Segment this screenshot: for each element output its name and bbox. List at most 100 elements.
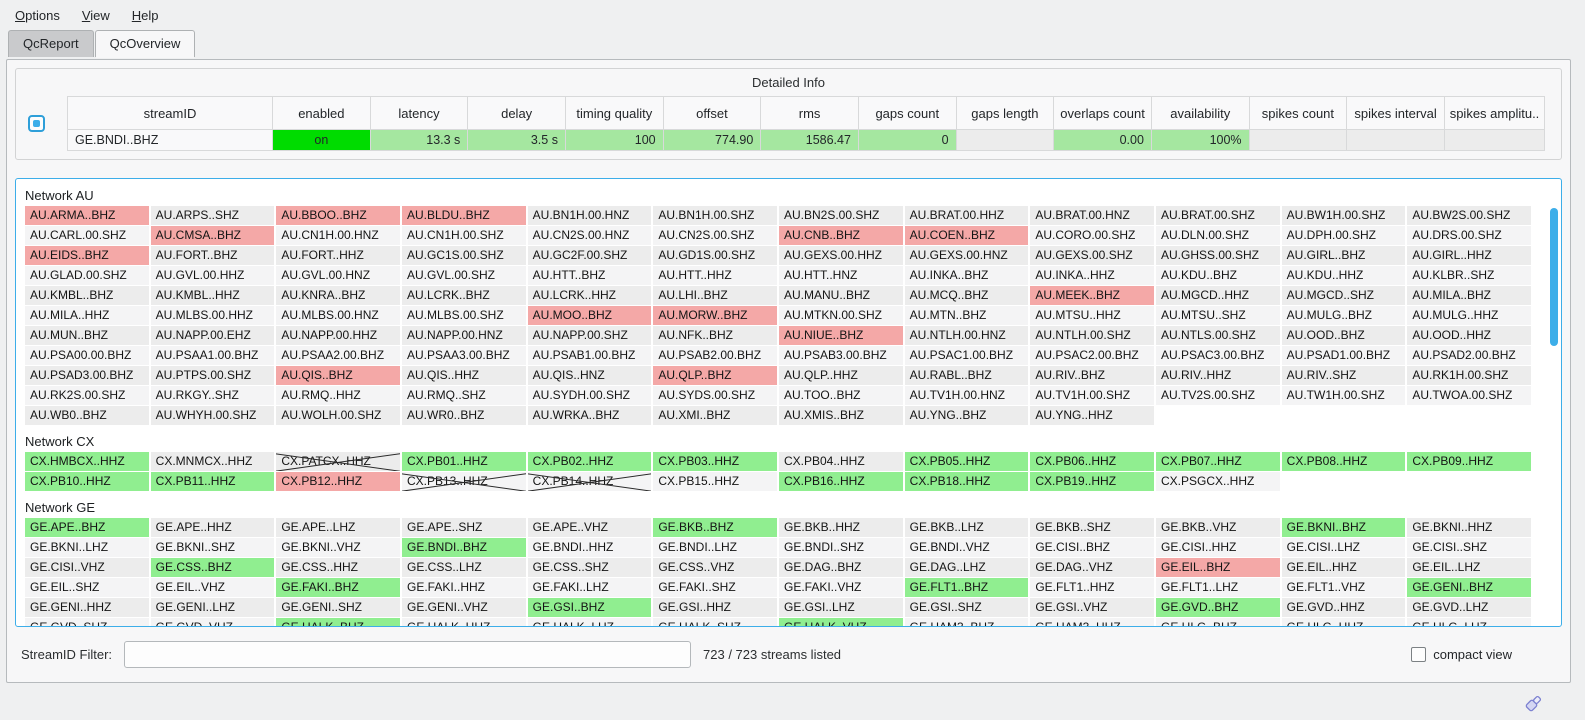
- stream-cell[interactable]: AU.BBOO..BHZ: [276, 206, 400, 225]
- stream-cell[interactable]: GE.EIL..BHZ: [1155, 558, 1280, 577]
- stream-cell[interactable]: AU.GC2F.00.SHZ: [527, 246, 652, 265]
- stream-cell[interactable]: AU.BW2S.00.SHZ: [1407, 206, 1531, 225]
- stream-cell[interactable]: GE.GSI..VHZ: [1030, 598, 1154, 617]
- stream-cell[interactable]: AU.INKA..HHZ: [1030, 266, 1154, 285]
- stream-cell[interactable]: AU.CN2S.00.HNZ: [527, 226, 652, 245]
- stream-cell[interactable]: AU.QLP..BHZ: [653, 366, 777, 385]
- stream-cell[interactable]: GE.GENI..HHZ: [25, 598, 149, 617]
- stream-cell[interactable]: AU.CN2S.00.SHZ: [653, 226, 777, 245]
- stream-cell[interactable]: GE.BKB..VHZ: [1155, 518, 1280, 537]
- stream-cell[interactable]: GE.BNDI..LHZ: [653, 538, 777, 557]
- stream-cell[interactable]: AU.GVL.00.HNZ: [276, 266, 400, 285]
- stream-cell[interactable]: AU.XMI..BHZ: [653, 406, 777, 425]
- stream-cell[interactable]: AU.RIV..SHZ: [1281, 366, 1406, 385]
- stream-cell[interactable]: CX.PB06..HHZ: [1030, 452, 1154, 471]
- stream-cell[interactable]: AU.INKA..BHZ: [904, 266, 1029, 285]
- stream-cell[interactable]: AU.BW1H.00.SHZ: [1281, 206, 1406, 225]
- stream-cell[interactable]: AU.MTSU..SHZ: [1155, 306, 1280, 325]
- stream-cell[interactable]: AU.TV1H.00.SHZ: [1030, 386, 1154, 405]
- stream-cell[interactable]: AU.MOO..BHZ: [527, 306, 652, 325]
- stream-cell[interactable]: GE.CSS..BHZ: [150, 558, 275, 577]
- stream-cell[interactable]: AU.BRAT.00.SHZ: [1155, 206, 1280, 225]
- stream-cell[interactable]: AU.KMBL..HHZ: [150, 286, 275, 305]
- stream-cell[interactable]: AU.LCRK..BHZ: [401, 286, 526, 305]
- stream-cell[interactable]: CX.PB19..HHZ: [1030, 472, 1154, 491]
- stream-cell[interactable]: AU.TV2S.00.SHZ: [1155, 386, 1280, 405]
- stream-cell[interactable]: GE.HALK..SHZ: [653, 618, 777, 626]
- stream-cell[interactable]: AU.RMQ..SHZ: [401, 386, 526, 405]
- stream-cell[interactable]: AU.PSAD2.00.BHZ: [1407, 346, 1531, 365]
- stream-cell[interactable]: GE.BKNI..HHZ: [1407, 518, 1531, 537]
- stream-cell[interactable]: GE.HALK..BHZ: [276, 618, 400, 626]
- stream-cell[interactable]: GE.BKNI..VHZ: [276, 538, 400, 557]
- stream-cell[interactable]: GE.HALK..HHZ: [401, 618, 526, 626]
- stream-cell[interactable]: GE.BKNI..SHZ: [150, 538, 275, 557]
- stream-cell[interactable]: AU.PSAC3.00.BHZ: [1155, 346, 1280, 365]
- stream-cell[interactable]: AU.WHYH.00.SHZ: [150, 406, 275, 425]
- stream-cell[interactable]: AU.MLBS.00.HNZ: [276, 306, 400, 325]
- stream-cell[interactable]: AU.RIV..BHZ: [1030, 366, 1154, 385]
- menu-view[interactable]: View: [81, 7, 110, 23]
- stream-cell[interactable]: GE.GVD..LHZ: [1407, 598, 1531, 617]
- stream-cell[interactable]: GE.APE..HHZ: [150, 518, 275, 537]
- stream-cell[interactable]: AU.NAPP.00.HNZ: [401, 326, 526, 345]
- stream-cell[interactable]: AU.NAPP.00.HHZ: [276, 326, 400, 345]
- stream-cell[interactable]: AU.RIV..HHZ: [1155, 366, 1280, 385]
- stream-cell[interactable]: AU.QIS..HHZ: [401, 366, 526, 385]
- stream-cell[interactable]: AU.YNG..HHZ: [1030, 406, 1154, 425]
- stream-cell[interactable]: GE.CSS..VHZ: [653, 558, 777, 577]
- stream-cell[interactable]: AU.CN1H.00.HNZ: [276, 226, 400, 245]
- menu-options[interactable]: Options: [15, 7, 60, 23]
- stream-cell[interactable]: AU.PSAB2.00.BHZ: [653, 346, 777, 365]
- stream-cell[interactable]: AU.LHI..BHZ: [653, 286, 777, 305]
- stream-cell[interactable]: AU.GVL.00.SHZ: [401, 266, 526, 285]
- stream-cell[interactable]: AU.COEN..BHZ: [904, 226, 1029, 245]
- stream-cell[interactable]: AU.TW1H.00.SHZ: [1281, 386, 1406, 405]
- stream-cell[interactable]: GE.APE..SHZ: [401, 518, 526, 537]
- stream-cell[interactable]: GE.GSI..HHZ: [653, 598, 777, 617]
- stream-cell[interactable]: AU.PSAD3.00.BHZ: [25, 366, 149, 385]
- stream-cell[interactable]: AU.MCQ..BHZ: [904, 286, 1029, 305]
- stream-cell[interactable]: AU.GIRL..HHZ: [1407, 246, 1531, 265]
- stream-cell[interactable]: AU.CNB..BHZ: [778, 226, 903, 245]
- stream-cell[interactable]: GE.EIL..SHZ: [25, 578, 149, 597]
- stream-cell[interactable]: GE.FLT1..HHZ: [1030, 578, 1154, 597]
- stream-cell[interactable]: AU.MULG..BHZ: [1281, 306, 1406, 325]
- stream-cell[interactable]: AU.ARPS..SHZ: [150, 206, 275, 225]
- stream-cell[interactable]: GE.GENI..VHZ: [401, 598, 526, 617]
- stream-cell[interactable]: AU.MTSU..HHZ: [1030, 306, 1154, 325]
- stream-cell[interactable]: AU.BRAT.00.HHZ: [904, 206, 1029, 225]
- stream-cell[interactable]: AU.WR0..BHZ: [401, 406, 526, 425]
- stream-cell[interactable]: AU.BRAT.00.HNZ: [1030, 206, 1154, 225]
- stream-cell[interactable]: GE.CISI..SHZ: [1407, 538, 1531, 557]
- stream-cell[interactable]: GE.CSS..HHZ: [276, 558, 400, 577]
- stream-cell[interactable]: GE.GSI..BHZ: [527, 598, 652, 617]
- stream-cell[interactable]: GE.CISI..VHZ: [25, 558, 149, 577]
- stream-cell[interactable]: AU.MTKN.00.SHZ: [778, 306, 903, 325]
- stream-cell[interactable]: CX.PB05..HHZ: [904, 452, 1029, 471]
- stream-cell[interactable]: AU.CMSA..BHZ: [150, 226, 275, 245]
- stream-cell[interactable]: CX.PB03..HHZ: [653, 452, 777, 471]
- stream-cell[interactable]: AU.PSAB3.00.BHZ: [778, 346, 903, 365]
- stream-cell[interactable]: AU.GVL.00.HHZ: [150, 266, 275, 285]
- stream-cell[interactable]: GE.BKB..HHZ: [778, 518, 903, 537]
- stream-cell[interactable]: AU.GHSS.00.SHZ: [1155, 246, 1280, 265]
- stream-cell[interactable]: AU.DLN.00.SHZ: [1155, 226, 1280, 245]
- stream-cell[interactable]: AU.SYDS.00.SHZ: [653, 386, 777, 405]
- stream-cell[interactable]: GE.EIL..HHZ: [1281, 558, 1406, 577]
- stream-cell[interactable]: AU.NIUE..BHZ: [778, 326, 903, 345]
- stream-cell[interactable]: GE.FLT1..VHZ: [1281, 578, 1406, 597]
- stream-cell[interactable]: CX.PB16..HHZ: [778, 472, 903, 491]
- stream-cell[interactable]: GE.APE..VHZ: [527, 518, 652, 537]
- stream-cell[interactable]: GE.DAG..LHZ: [904, 558, 1029, 577]
- stream-cell[interactable]: AU.KNRA..BHZ: [276, 286, 400, 305]
- stream-cell[interactable]: AU.DPH.00.SHZ: [1281, 226, 1406, 245]
- stream-cell[interactable]: GE.GENI..SHZ: [276, 598, 400, 617]
- stream-cell[interactable]: CX.PB11..HHZ: [150, 472, 275, 491]
- stream-cell[interactable]: AU.HTT..BHZ: [527, 266, 652, 285]
- stream-cell[interactable]: AU.QIS..HNZ: [527, 366, 652, 385]
- stream-cell[interactable]: AU.LCRK..HHZ: [527, 286, 652, 305]
- stream-cell[interactable]: AU.OOD..BHZ: [1281, 326, 1406, 345]
- stream-cell[interactable]: CX.PB15..HHZ: [653, 472, 777, 491]
- stream-cell[interactable]: AU.GIRL..BHZ: [1281, 246, 1406, 265]
